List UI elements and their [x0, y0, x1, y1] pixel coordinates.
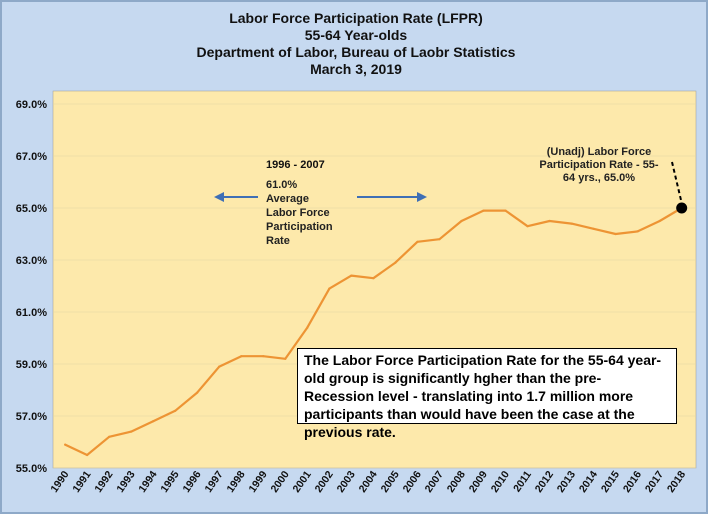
data-point — [416, 240, 419, 243]
y-tick-label: 67.0% — [16, 151, 47, 163]
data-point — [306, 326, 309, 329]
data-point — [108, 435, 111, 438]
y-tick-label: 61.0% — [16, 307, 47, 319]
x-tick-label: 1992 — [92, 469, 115, 495]
data-point — [504, 209, 507, 212]
endpoint-marker — [676, 202, 688, 214]
endpoint-leader-line — [671, 161, 683, 204]
data-point — [592, 227, 595, 230]
data-point — [152, 420, 155, 423]
y-tick-label: 65.0% — [16, 203, 47, 215]
x-tick-label: 2005 — [379, 469, 402, 495]
data-point — [636, 230, 639, 233]
data-point — [196, 391, 199, 394]
endpoint-line-2: Participation Rate - 55- — [539, 159, 659, 171]
x-tick-label: 2017 — [643, 469, 666, 495]
average-line-4: Participation — [266, 221, 333, 233]
average-line-5: Rate — [266, 235, 290, 247]
y-tick-label: 63.0% — [16, 255, 47, 267]
title-line-4: March 3, 2019 — [310, 61, 402, 77]
data-point — [174, 409, 177, 412]
x-tick-label: 2006 — [401, 469, 424, 495]
y-tick-label: 57.0% — [16, 411, 47, 423]
data-point — [438, 238, 441, 241]
data-point — [64, 443, 67, 446]
x-tick-label: 2009 — [467, 469, 490, 495]
average-line-1: 61.0% — [266, 179, 297, 191]
data-point — [240, 355, 243, 358]
x-tick-label: 2004 — [357, 469, 380, 495]
average-line-3: Labor Force — [266, 207, 330, 219]
x-tick-label: 1999 — [247, 469, 270, 495]
x-tick-label: 2007 — [423, 469, 446, 495]
data-point — [460, 219, 463, 223]
x-tick-label: 1990 — [48, 469, 71, 495]
endpoint-line-1: (Unadj) Labor Force — [547, 146, 652, 158]
x-tick-label: 2000 — [269, 469, 292, 495]
x-tick-label: 1991 — [70, 469, 93, 495]
data-point — [548, 219, 551, 223]
x-tick-label: 2010 — [489, 469, 512, 495]
x-axis-ticks: 1990199119921993199419951996199719981999… — [48, 469, 688, 495]
data-point — [284, 357, 287, 360]
x-tick-label: 2001 — [291, 469, 314, 495]
data-point — [658, 219, 661, 223]
y-tick-label: 55.0% — [16, 463, 47, 475]
data-point — [526, 225, 529, 228]
left-arrow — [214, 192, 258, 202]
series-points — [64, 206, 683, 457]
y-axis-ticks: 55.0% 57.0% 59.0% 61.0% 63.0% 65.0% 67.0% 69.0% — [16, 99, 47, 475]
x-tick-label: 1994 — [136, 469, 159, 495]
x-tick-label: 2002 — [313, 469, 336, 495]
period-label: 1996 - 2007 — [266, 159, 325, 171]
callout-box: The Labor Force Participation Rate for t… — [297, 348, 677, 440]
x-tick-label: 1997 — [202, 469, 225, 495]
x-tick-label: 1995 — [158, 469, 181, 495]
y-tick-label: 59.0% — [16, 359, 47, 371]
data-point — [218, 365, 221, 368]
x-tick-label: 2003 — [335, 469, 358, 495]
chart-title: Labor Force Participation Rate (LFPR) 55… — [197, 10, 516, 77]
average-line-2: Average — [266, 193, 309, 205]
x-tick-label: 2013 — [555, 469, 578, 495]
right-arrow — [357, 192, 427, 202]
x-tick-label: 2016 — [621, 469, 644, 495]
title-line-1: Labor Force Participation Rate (LFPR) — [229, 10, 483, 26]
x-tick-label: 1998 — [225, 469, 248, 495]
data-point — [570, 222, 573, 225]
data-point — [394, 261, 397, 264]
data-point — [262, 355, 265, 358]
data-point — [130, 430, 133, 433]
average-label: 61.0% Average Labor Force Participation … — [266, 179, 333, 247]
endpoint-line-3: 64 yrs., 65.0% — [563, 172, 635, 184]
x-tick-label: 1996 — [180, 469, 203, 495]
data-point — [328, 287, 331, 290]
title-line-2: 55-64 Year-olds — [305, 27, 408, 43]
data-point — [482, 209, 485, 212]
data-point — [614, 232, 617, 236]
x-tick-label: 2008 — [445, 469, 468, 495]
data-point — [350, 274, 353, 277]
title-line-3: Department of Labor, Bureau of Laobr Sta… — [197, 44, 516, 60]
data-point — [86, 453, 89, 457]
x-tick-label: 2012 — [533, 469, 556, 495]
x-tick-label: 2011 — [511, 469, 534, 495]
x-tick-label: 2018 — [665, 469, 688, 495]
x-tick-label: 2015 — [599, 469, 622, 495]
x-tick-label: 2014 — [577, 469, 600, 495]
data-point — [372, 277, 375, 280]
y-tick-label: 69.0% — [16, 99, 47, 111]
endpoint-label: (Unadj) Labor Force Participation Rate -… — [539, 146, 659, 184]
x-tick-label: 1993 — [114, 469, 137, 495]
